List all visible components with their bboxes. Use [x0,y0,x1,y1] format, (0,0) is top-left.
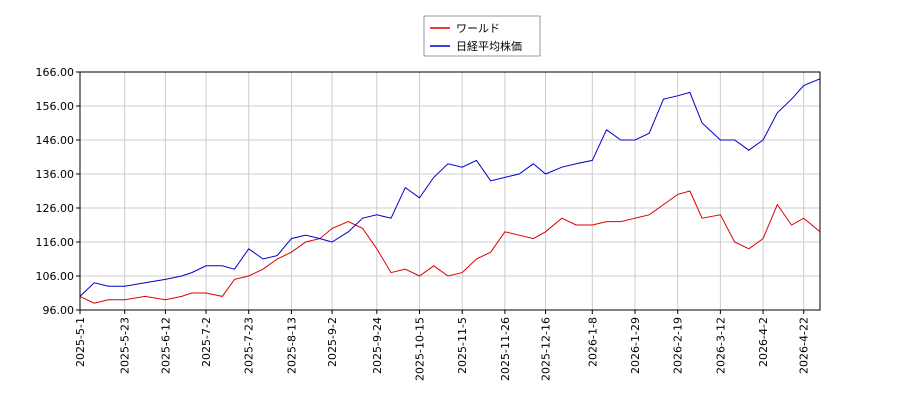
y-tick-label: 96.00 [43,304,75,317]
y-tick-label: 116.00 [36,236,75,249]
x-tick-label: 2025-9-2 [326,317,339,367]
y-tick-label: 166.00 [36,66,75,79]
x-tick-label: 2026-1-29 [629,317,642,374]
x-tick-label: 2026-2-19 [672,317,685,374]
x-tick-label: 2025-5-1 [74,317,87,367]
x-tick-label: 2025-12-16 [540,317,553,381]
legend [423,15,541,57]
x-tick-label: 2026-3-12 [714,317,727,374]
y-tick-label: 126.00 [36,202,75,215]
x-tick-label: 2025-8-13 [285,317,298,374]
x-tick-label: 2025-5-23 [119,317,132,374]
x-tick-label: 2026-1-8 [586,317,599,367]
x-tick-label: 2025-11-26 [499,317,512,381]
y-tick-label: 146.00 [36,134,75,147]
legend-label: ワールド [456,22,500,35]
series-line [79,190,821,304]
x-tick-label: 2025-11-5 [456,317,469,374]
x-tick-label: 2026-4-2 [757,317,770,367]
x-tick-label: 2025-7-2 [200,317,213,367]
y-tick-label: 106.00 [36,270,75,283]
x-tick-label: 2025-10-15 [414,317,427,381]
legend-label: 日経平均株価 [456,39,522,53]
x-tick-label: 2025-7-23 [243,317,256,374]
y-tick-label: 156.00 [36,100,75,113]
plot-frame [79,71,821,311]
x-tick-label: 2026-4-22 [798,317,811,374]
series-line [79,78,821,297]
y-tick-label: 136.00 [36,168,75,181]
x-tick-label: 2025-6-12 [159,317,172,374]
x-tick-label: 2025-9-24 [371,317,384,374]
